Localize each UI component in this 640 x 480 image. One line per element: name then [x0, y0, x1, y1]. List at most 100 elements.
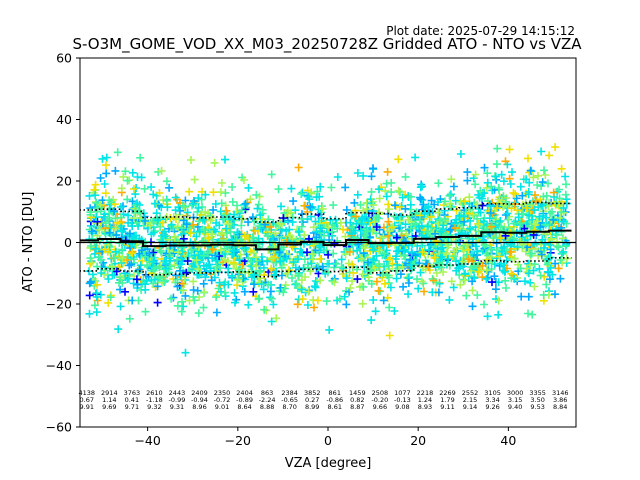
scatter-point [102, 153, 111, 162]
scatter-point [367, 187, 376, 196]
scatter-point [510, 234, 519, 243]
scatter-point [503, 209, 512, 218]
scatter-point [480, 300, 488, 309]
scatter-point [400, 245, 409, 254]
scatter-point [473, 291, 482, 300]
scatter-point [311, 246, 320, 255]
scatter-point [237, 221, 246, 230]
scatter-point [199, 279, 208, 288]
bin-std: 8.87 [350, 403, 364, 411]
scatter-point [456, 280, 465, 289]
scatter-point [437, 227, 446, 236]
scatter-point [160, 227, 169, 236]
scatter-point [427, 196, 436, 205]
scatter-point [382, 192, 391, 201]
y-tick-label: 20 [56, 174, 72, 189]
scatter-point [285, 225, 294, 234]
scatter-point [263, 257, 272, 266]
scatter-point [104, 213, 113, 222]
scatter-point [103, 239, 111, 248]
scatter-point [104, 275, 113, 283]
y-axis: −60 −40 −20 0 20 40 60 [46, 51, 80, 435]
scatter-point [359, 249, 368, 258]
scatter-point [106, 206, 115, 215]
scatter-point [226, 227, 235, 236]
scatter-point [363, 227, 372, 236]
scatter-point [491, 285, 500, 294]
scatter-point [364, 258, 372, 267]
scatter-point [444, 255, 453, 263]
scatter-point [248, 233, 257, 242]
scatter-point [294, 271, 303, 280]
scatter-point [141, 285, 150, 294]
scatter-point [291, 206, 300, 215]
scatter-point [252, 253, 260, 262]
scatter-point [121, 287, 129, 296]
scatter-point [212, 293, 221, 302]
scatter-point [244, 183, 253, 192]
scatter-point [497, 170, 506, 179]
scatter-point [493, 204, 501, 213]
scatter-point [561, 242, 570, 251]
scatter-point [384, 231, 393, 240]
scatter-point [240, 231, 249, 240]
scatter-point [345, 287, 354, 296]
bin-count: 3105 [484, 389, 501, 397]
scatter-point [428, 274, 437, 283]
scatter-point [441, 239, 450, 248]
scatter-point [419, 200, 428, 209]
scatter-point [559, 204, 568, 212]
scatter-point [452, 266, 461, 275]
scatter-point [315, 241, 324, 250]
scatter-point [95, 225, 104, 234]
scatter-point [507, 274, 516, 283]
bin-std: 9.11 [440, 403, 454, 411]
scatter-point [502, 256, 511, 265]
scatter-point [384, 217, 393, 226]
scatter-point [231, 298, 239, 307]
scatter-point [318, 262, 327, 271]
scatter-point [517, 292, 526, 301]
scatter-point [235, 274, 244, 283]
scatter-point [543, 267, 552, 276]
scatter-point [434, 288, 443, 297]
scatter-point [281, 281, 290, 290]
scatter-point [211, 200, 220, 208]
scatter-point [406, 200, 415, 209]
scatter-point [221, 155, 229, 164]
scatter-point [179, 216, 188, 225]
scatter-point [185, 296, 194, 305]
bin-count: 2443 [169, 389, 186, 397]
scatter-point [304, 287, 313, 296]
scatter-point [198, 203, 207, 212]
scatter-point [240, 200, 249, 209]
scatter-point [539, 290, 548, 299]
scatter-point [455, 211, 464, 220]
scatter-point [300, 231, 309, 240]
scatter-point [224, 220, 232, 228]
scatter-point [166, 262, 175, 271]
scatter-point [534, 251, 543, 260]
scatter-point [483, 169, 492, 178]
scatter-point [530, 205, 539, 214]
scatter-point [427, 212, 436, 221]
scatter-point [195, 227, 204, 236]
scatter-point [222, 224, 231, 233]
scatter-point [488, 278, 496, 287]
scatter-point [551, 290, 559, 299]
scatter-point [195, 217, 203, 226]
scatter-point [482, 266, 491, 275]
scatter-point [114, 325, 123, 334]
scatter-point [181, 348, 190, 357]
scatter-point [304, 192, 313, 201]
scatter-point [267, 317, 276, 326]
scatter-point [313, 187, 322, 196]
bin-std: 8.61 [328, 403, 342, 411]
scatter-point [471, 180, 480, 189]
bin-mean: -0.99 [169, 396, 186, 404]
scatter-point [220, 214, 229, 223]
scatter-point [549, 188, 558, 197]
scatter-point [312, 264, 321, 273]
scatter-point [385, 331, 394, 340]
